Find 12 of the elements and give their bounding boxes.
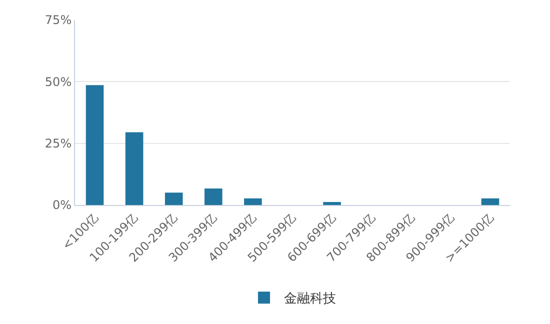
bar — [323, 202, 341, 205]
y-tick-label: 75% — [44, 13, 72, 28]
y-tick-label: 0% — [52, 198, 72, 212]
bar — [204, 188, 222, 205]
y-tick-label: 25% — [44, 136, 72, 151]
y-tick-label: 50% — [44, 74, 72, 89]
bar — [125, 132, 144, 205]
bar — [244, 198, 262, 205]
bar — [481, 198, 500, 205]
bar — [164, 192, 183, 205]
bar — [86, 85, 104, 205]
legend-label: 金融科技 — [284, 292, 336, 307]
